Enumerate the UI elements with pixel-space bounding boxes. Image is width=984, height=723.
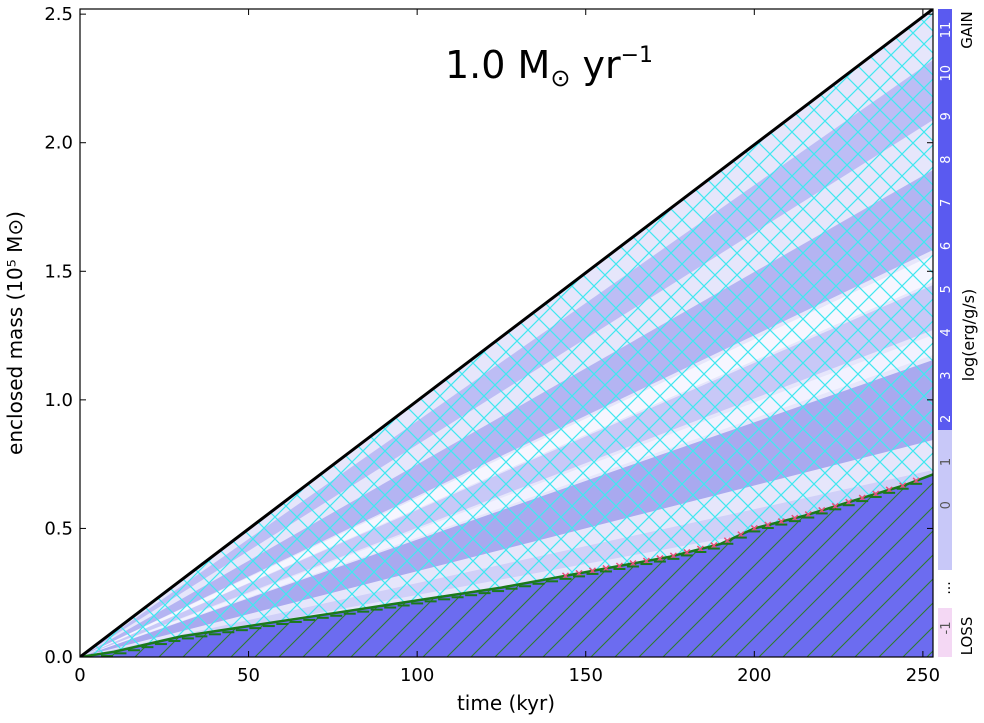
- chart-title: 1.0 M⊙ yr−1: [445, 43, 653, 92]
- colorbar-tick-label: 11: [939, 22, 954, 39]
- boundary-x-marker: [872, 490, 880, 498]
- total-mass-line: [80, 9, 933, 657]
- colorbar-gain-label: GAIN: [958, 11, 976, 49]
- colorbar-gain-bar: [938, 9, 952, 569]
- y-tick-label: 0.5: [44, 518, 73, 539]
- boundary-x-marker: [912, 477, 920, 485]
- diag-hatch-region: [80, 474, 933, 657]
- boundary-x-marker: [615, 562, 623, 570]
- boundary-x-marker: [777, 518, 785, 526]
- boundary-x-marker: [885, 486, 893, 494]
- colorbar-tick-label: 8: [939, 155, 954, 163]
- plot-frame: [79, 8, 934, 658]
- boundary-x-marker: [831, 502, 839, 510]
- colorbar-tick-label: 1: [939, 458, 954, 466]
- y-axis-ticks: 0.0 0.5 1.0 1.5 2.0 2.5: [44, 4, 933, 668]
- boundary-x-marker: [575, 569, 583, 577]
- core-boundary-line: [80, 473, 933, 657]
- colorbar-tick-label: 9: [939, 112, 954, 120]
- colorbar-tick-label: 10: [939, 65, 954, 82]
- colorbar-tick-label: 2: [939, 415, 954, 423]
- colorbar-tick-label: 4: [939, 328, 954, 336]
- colorbar-loss-bar: [938, 608, 952, 657]
- y-tick-label: 1.5: [44, 261, 73, 282]
- y-tick-label: 2.0: [44, 133, 73, 154]
- boundary-x-marker: [669, 552, 677, 560]
- x-axis-label: time (kyr): [457, 691, 555, 715]
- x-tick-label: 200: [737, 665, 771, 686]
- x-tick-label: 50: [237, 665, 260, 686]
- boundary-x-marker: [710, 542, 718, 550]
- colorbar-tick-label: 3: [939, 371, 954, 379]
- boundary-x-marker: [723, 537, 731, 545]
- y-tick-label: 1.0: [44, 390, 73, 411]
- colorbar-loss-label: LOSS: [958, 617, 976, 656]
- boundary-markers: [100, 477, 923, 657]
- y-tick-label: 0.0: [44, 647, 73, 668]
- x-axis-ticks: 0 50 100 150 200 250: [74, 9, 940, 686]
- boundary-x-marker: [642, 557, 650, 565]
- x-tick-label: 100: [400, 665, 434, 686]
- x-tick-label: 250: [906, 665, 940, 686]
- colorbar-tick-label: 5: [939, 285, 954, 293]
- y-axis-label: enclosed mass (10⁵ M⊙): [3, 211, 27, 455]
- colorbar-tick-label: 7: [939, 199, 954, 207]
- colorbar-label: log(erg/g/s): [959, 289, 978, 381]
- colorbar-gain-light: [938, 430, 952, 570]
- y-tick-label: 2.5: [44, 4, 73, 25]
- colorbar-tick-label: -1: [939, 622, 954, 635]
- colorbar-tick-label: 0: [939, 501, 954, 509]
- x-tick-label: 0: [74, 665, 85, 686]
- colorbar-ellipsis: ...: [938, 581, 954, 594]
- x-tick-label: 150: [569, 665, 603, 686]
- colorbar-tick-label: 6: [939, 242, 954, 250]
